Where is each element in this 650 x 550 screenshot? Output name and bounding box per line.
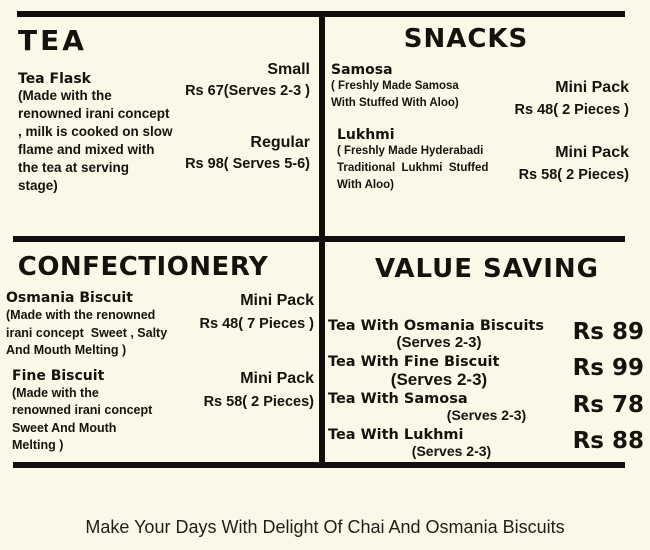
confectionery-item-fine-biscuit-price: Rs 58( 2 Pieces) xyxy=(203,393,314,410)
confectionery-item-osmania: Osmania Biscuit (Made with the renowned … xyxy=(6,290,316,360)
value-item-tea-osmania-name: Tea With Osmania Biscuits xyxy=(328,318,544,334)
snacks-item-lukhmi-pricebox: Mini Pack Rs 58( 2 Pieces) xyxy=(519,142,629,187)
menu-tagline: Make Your Days With Delight Of Chai And … xyxy=(85,517,565,537)
snacks-item-samosa-name: Samosa xyxy=(331,62,393,78)
snacks-item-lukhmi-name: Lukhmi xyxy=(337,127,395,143)
snacks-item-samosa-info: Samosa ( Freshly Made Samosa With Stuffe… xyxy=(331,62,631,112)
snacks-item-samosa-description: ( Freshly Made Samosa With Stuffed With … xyxy=(331,80,459,109)
section-snacks: SNACKS Samosa ( Freshly Made Samosa With… xyxy=(331,24,631,194)
confectionery-item-osmania-description: (Made with the renowned irani concept Sw… xyxy=(6,308,168,357)
tea-item-info: Tea Flask (Made with the renowned irani … xyxy=(18,59,188,195)
value-item-tea-samosa-price: Rs 78 xyxy=(572,392,644,418)
section-value-saving: VALUE SAVING Tea With Osmania Biscuits (… xyxy=(328,250,646,463)
tea-option-small-price: Rs 67(Serves 2-3 ) xyxy=(185,83,310,99)
value-item-tea-samosa: Tea With Samosa (Serves 2-3) Rs 78 xyxy=(328,391,646,424)
confectionery-item-osmania-pricebox: Mini Pack Rs 48( 7 Pieces ) xyxy=(200,290,314,336)
value-item-tea-lukhmi-serves: (Serves 2-3) xyxy=(411,443,492,459)
bottom-border-line xyxy=(13,462,625,468)
value-item-tea-fine-biscuit-price: Rs 99 xyxy=(572,355,644,381)
tea-item-row: Tea Flask (Made with the renowned irani … xyxy=(18,59,314,195)
confectionery-item-osmania-info: Osmania Biscuit (Made with the renowned … xyxy=(6,290,316,360)
value-item-tea-lukhmi: Tea With Lukhmi (Serves 2-3) Rs 88 xyxy=(328,427,646,460)
snacks-item-samosa-size: Mini Pack xyxy=(555,79,629,96)
value-item-tea-osmania-price: Rs 89 xyxy=(572,319,644,345)
value-item-tea-samosa-info: Tea With Samosa (Serves 2-3) xyxy=(328,391,550,423)
value-item-tea-fine-biscuit-name: Tea With Fine Biscuit xyxy=(328,354,500,370)
tea-option-small-size: Small xyxy=(267,61,310,78)
section-tea-title: TEA xyxy=(18,24,87,57)
tea-item-description: (Made with the renowned irani concept , … xyxy=(18,88,173,193)
tea-item-name: Tea Flask xyxy=(18,71,91,87)
section-tea: TEA Tea Flask (Made with the renowned ir… xyxy=(18,24,314,195)
snacks-item-lukhmi-info: Lukhmi ( Freshly Made Hyderabadi Traditi… xyxy=(331,127,631,194)
snacks-item-lukhmi-description: ( Freshly Made Hyderabadi Traditional Lu… xyxy=(337,145,489,191)
section-snacks-title: SNACKS xyxy=(403,24,529,54)
tea-option-regular: Regular Rs 98( Serves 5-6) xyxy=(185,132,310,175)
confectionery-item-fine-biscuit-size: Mini Pack xyxy=(240,369,314,387)
section-confectionery: CONFECTIONERY Osmania Biscuit (Made with… xyxy=(6,252,316,455)
snacks-item-samosa-price: Rs 48( 2 Pieces ) xyxy=(514,102,629,118)
snacks-item-lukhmi-price: Rs 58( 2 Pieces) xyxy=(518,167,629,183)
value-item-tea-lukhmi-name: Tea With Lukhmi xyxy=(328,427,464,443)
value-item-tea-osmania-info: Tea With Osmania Biscuits (Serves 2-3) xyxy=(328,318,550,350)
confectionery-item-fine-biscuit-name: Fine Biscuit xyxy=(12,367,105,384)
section-confectionery-title: CONFECTIONERY xyxy=(17,252,269,282)
value-item-tea-fine-biscuit: Tea With Fine Biscuit (Serves 2-3) Rs 99 xyxy=(328,354,646,388)
snacks-item-lukhmi-size: Mini Pack xyxy=(555,144,629,161)
value-item-tea-osmania: Tea With Osmania Biscuits (Serves 2-3) R… xyxy=(328,318,646,351)
value-item-tea-fine-biscuit-serves: (Serves 2-3) xyxy=(390,370,488,389)
snacks-item-lukhmi: Lukhmi ( Freshly Made Hyderabadi Traditi… xyxy=(331,127,631,194)
confectionery-item-osmania-name: Osmania Biscuit xyxy=(6,290,133,306)
snacks-item-samosa: Samosa ( Freshly Made Samosa With Stuffe… xyxy=(331,62,631,118)
tea-option-regular-size: Regular xyxy=(250,134,310,151)
confectionery-item-fine-biscuit-pricebox: Mini Pack Rs 58( 2 Pieces) xyxy=(204,368,314,414)
middle-divider-line xyxy=(13,236,625,242)
confectionery-item-fine-biscuit: Fine Biscuit (Made with the renowned ira… xyxy=(6,368,316,455)
confectionery-item-fine-biscuit-description: (Made with the renowned irani concept Sw… xyxy=(12,385,153,453)
value-item-tea-samosa-serves: (Serves 2-3) xyxy=(446,407,527,423)
tea-option-small: Small Rs 67(Serves 2-3 ) xyxy=(185,59,310,102)
value-item-tea-fine-biscuit-info: Tea With Fine Biscuit (Serves 2-3) xyxy=(328,354,550,388)
value-item-tea-lukhmi-info: Tea With Lukhmi (Serves 2-3) xyxy=(328,427,550,459)
confectionery-item-osmania-size: Mini Pack xyxy=(240,292,314,309)
value-item-tea-osmania-serves: (Serves 2-3) xyxy=(396,334,482,351)
tea-option-regular-price: Rs 98( Serves 5-6) xyxy=(185,156,310,172)
value-item-tea-samosa-name: Tea With Samosa xyxy=(328,391,468,407)
snacks-item-samosa-pricebox: Mini Pack Rs 48( 2 Pieces ) xyxy=(515,77,629,122)
section-value-saving-title: VALUE SAVING xyxy=(374,254,600,284)
value-item-tea-lukhmi-price: Rs 88 xyxy=(572,428,644,454)
confectionery-item-fine-biscuit-info: Fine Biscuit (Made with the renowned ira… xyxy=(6,368,316,455)
confectionery-item-osmania-price: Rs 48( 7 Pieces ) xyxy=(199,316,314,332)
